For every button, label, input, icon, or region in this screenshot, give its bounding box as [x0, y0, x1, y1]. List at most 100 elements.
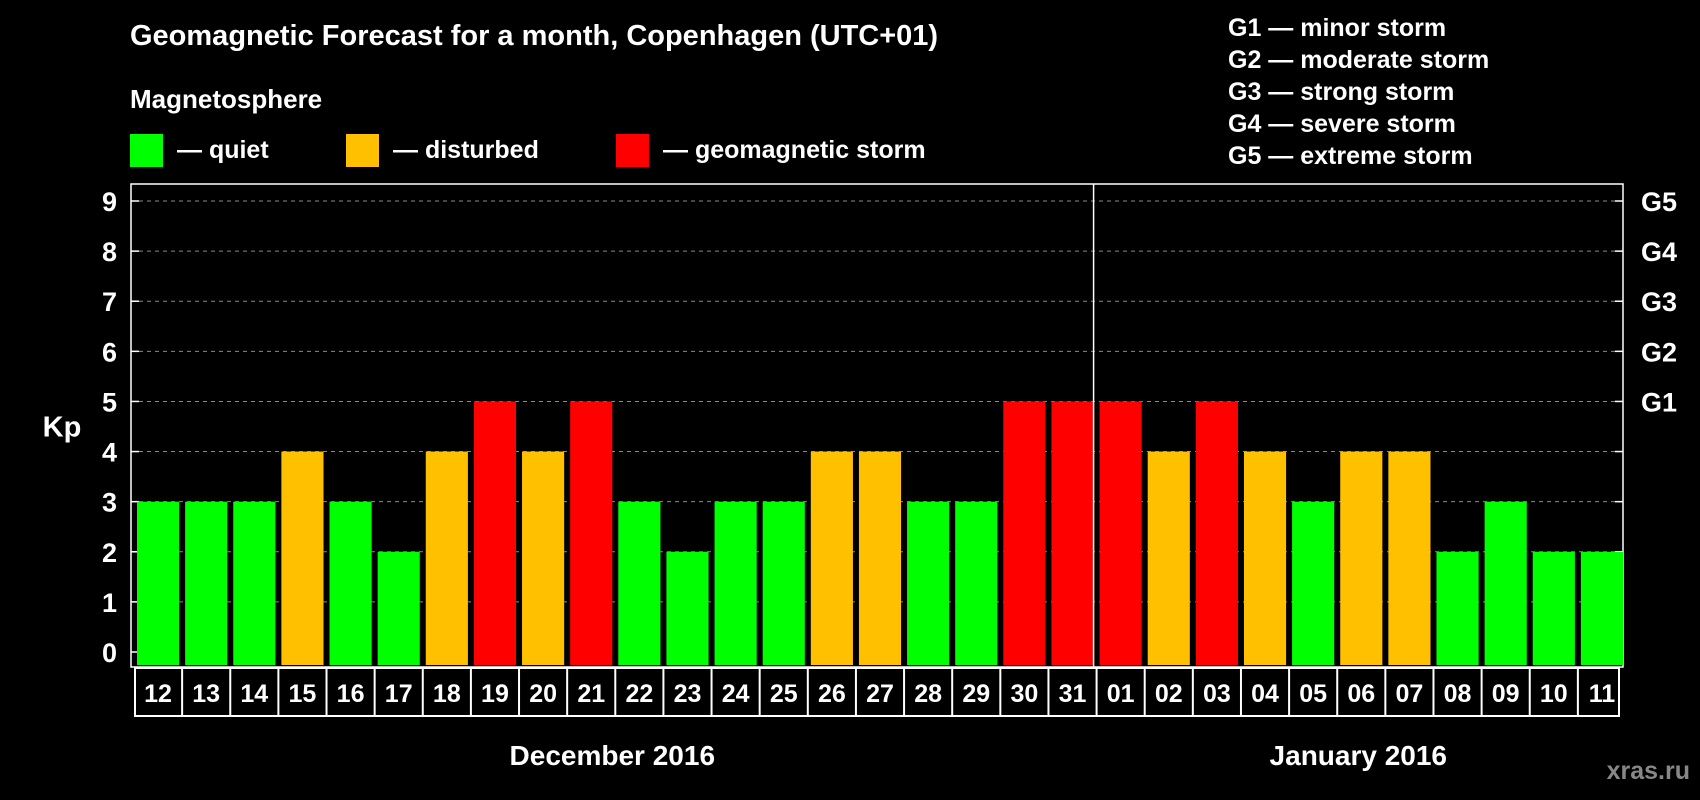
legend-item-quiet: — quiet — [130, 134, 269, 167]
y-tick-label: 6 — [102, 337, 117, 367]
x-tick-label: 26 — [818, 680, 846, 708]
bar — [666, 551, 709, 665]
bar — [522, 451, 565, 665]
x-tick-label: 20 — [529, 680, 557, 708]
bar — [618, 501, 661, 665]
x-tick-label: 10 — [1540, 680, 1568, 708]
legend-swatch-quiet — [130, 134, 163, 167]
watermark: xras.ru — [1606, 757, 1690, 785]
y-tick-label: 1 — [102, 588, 117, 618]
bar — [1388, 451, 1431, 665]
storm-level-g4: G4 — severe storm — [1228, 110, 1456, 138]
x-tick-label: 01 — [1107, 680, 1135, 708]
bar — [570, 401, 613, 665]
bar — [810, 451, 853, 665]
bar — [281, 451, 324, 665]
bar — [377, 551, 420, 665]
bar — [137, 501, 180, 665]
bar — [858, 451, 902, 665]
y-tick-label: 9 — [102, 187, 117, 217]
storm-level-g3: G3 — strong storm — [1228, 78, 1455, 106]
x-tick-label: 18 — [433, 680, 461, 708]
bar — [1580, 551, 1623, 665]
legend-label-storm: — geomagnetic storm — [663, 136, 926, 164]
bar — [1484, 501, 1527, 665]
x-tick-label: 25 — [770, 680, 798, 708]
bar — [425, 451, 468, 665]
bar — [1436, 551, 1479, 665]
x-tick-label: 12 — [144, 680, 172, 708]
storm-levels-list: G1 — minor storm G2 — moderate storm G3 … — [1228, 12, 1489, 172]
right-axis-label: G1 — [1641, 387, 1677, 417]
y-tick-label: 0 — [102, 638, 117, 668]
x-tick-label: 19 — [481, 680, 509, 708]
legend-swatch-disturbed — [346, 134, 379, 167]
x-tick-label: 14 — [240, 680, 268, 708]
bar — [1243, 451, 1287, 665]
y-tick-label: 8 — [102, 237, 117, 267]
bar — [233, 501, 276, 665]
month-label: December 2016 — [510, 740, 715, 771]
legend-item-disturbed: — disturbed — [346, 134, 539, 167]
x-tick-label: 13 — [192, 680, 220, 708]
x-tick-label: 28 — [914, 680, 942, 708]
bar — [1099, 401, 1142, 665]
right-axis-label: G2 — [1641, 337, 1677, 367]
x-tick-label: 27 — [866, 680, 894, 708]
right-axis-label: G4 — [1641, 237, 1677, 267]
bar — [1051, 401, 1094, 665]
x-tick-label: 11 — [1589, 680, 1616, 708]
legend-label-quiet: — quiet — [177, 136, 269, 164]
right-axis-label: G3 — [1641, 287, 1677, 317]
bar — [1003, 401, 1046, 665]
x-tick-label: 31 — [1059, 680, 1087, 708]
bar — [185, 501, 228, 665]
legend-label-disturbed: — disturbed — [393, 136, 539, 164]
day-labels-frame — [134, 667, 1620, 717]
x-tick-label: 09 — [1492, 680, 1520, 708]
y-axis-label: Kp — [43, 412, 82, 444]
x-tick-label: 02 — [1155, 680, 1183, 708]
x-tick-label: 24 — [722, 680, 750, 708]
legend-item-storm: — geomagnetic storm — [616, 134, 926, 167]
bar — [907, 501, 950, 665]
y-tick-label: 7 — [102, 287, 117, 317]
x-tick-label: 22 — [625, 680, 653, 708]
bar — [1292, 501, 1335, 665]
x-tick-label: 05 — [1299, 680, 1327, 708]
legend-swatch-storm — [616, 134, 649, 167]
x-tick-label: 15 — [289, 680, 317, 708]
bar — [714, 501, 757, 665]
bar — [1532, 551, 1575, 665]
x-tick-label: 17 — [385, 680, 413, 708]
month-label: January 2016 — [1270, 740, 1447, 771]
magnetosphere-label: Magnetosphere — [130, 84, 323, 114]
y-tick-label: 5 — [102, 387, 117, 417]
x-tick-label: 07 — [1396, 680, 1424, 708]
storm-level-g1: G1 — minor storm — [1228, 14, 1447, 42]
y-tick-label: 3 — [102, 488, 117, 518]
x-tick-label: 08 — [1444, 680, 1472, 708]
bar — [955, 501, 998, 665]
chart-title: Geomagnetic Forecast for a month, Copenh… — [130, 20, 939, 52]
x-tick-label: 03 — [1203, 680, 1231, 708]
x-tick-label: 21 — [577, 680, 605, 708]
y-tick-label: 2 — [102, 538, 117, 568]
storm-level-g2: G2 — moderate storm — [1228, 46, 1490, 74]
x-tick-label: 30 — [1010, 680, 1038, 708]
x-tick-label: 06 — [1347, 680, 1375, 708]
bar — [1147, 451, 1190, 665]
bar — [1340, 451, 1383, 665]
bar — [762, 501, 805, 665]
bar — [1195, 401, 1238, 665]
y-tick-label: 4 — [102, 438, 117, 468]
right-axis-label: G5 — [1641, 187, 1677, 217]
x-tick-label: 29 — [962, 680, 990, 708]
storm-level-g5: G5 — extreme storm — [1228, 142, 1473, 170]
x-tick-label: 23 — [674, 680, 702, 708]
bar — [473, 401, 517, 665]
bar — [329, 501, 372, 665]
x-tick-label: 04 — [1251, 680, 1279, 708]
x-tick-label: 16 — [337, 680, 365, 708]
